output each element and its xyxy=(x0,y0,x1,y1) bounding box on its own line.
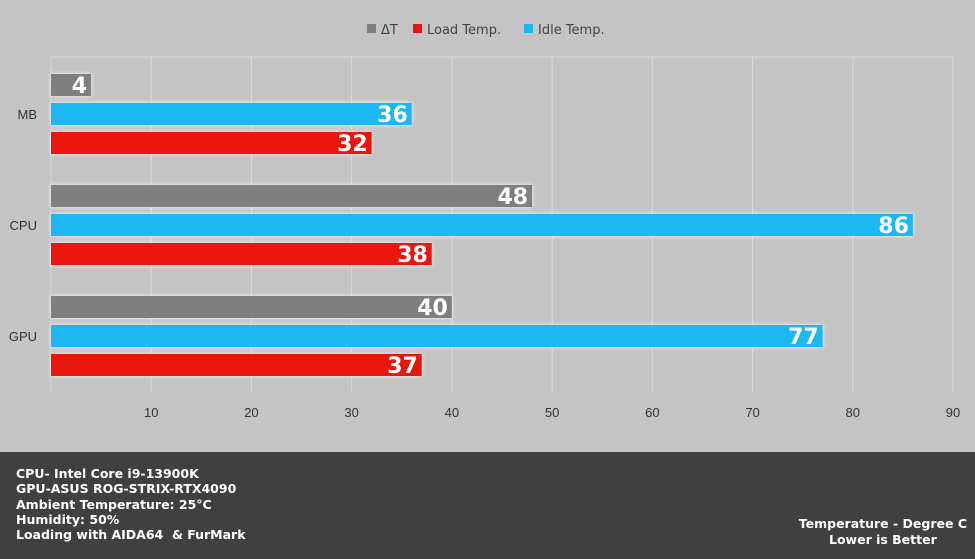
category-label-GPU: GPU xyxy=(9,329,37,344)
legend-label: Load Temp. xyxy=(427,23,501,38)
x-tick-10: 10 xyxy=(144,405,158,420)
x-tick-30: 30 xyxy=(344,405,358,420)
x-tick-40: 40 xyxy=(445,405,459,420)
bar-MB-0 xyxy=(51,74,92,96)
category-label-CPU: CPU xyxy=(10,218,37,233)
x-tick-80: 80 xyxy=(846,405,860,420)
data-label: 37 xyxy=(387,354,418,379)
bars: 4 36 32 48 86 38 40 77 37 xyxy=(51,74,913,379)
note-ambient: Ambient Temperature: 25°C xyxy=(16,496,212,512)
data-label: 36 xyxy=(377,103,408,128)
x-tick-60: 60 xyxy=(645,405,659,420)
caption-unit: Temperature - Degree C xyxy=(798,516,967,531)
bar-GPU-0 xyxy=(51,296,452,318)
bar-CPU-2 xyxy=(51,243,432,265)
test-notes: CPU- Intel Core i9-13900K GPU-ASUS ROG-S… xyxy=(16,466,246,542)
bar-GPU-1 xyxy=(51,325,823,347)
legend: ΔT Load Temp. Idle Temp. xyxy=(367,23,605,38)
bar-CPU-0 xyxy=(51,185,533,207)
legend-label: ΔT xyxy=(381,23,398,38)
data-label: 38 xyxy=(397,243,428,268)
data-label: 48 xyxy=(497,185,528,210)
bar-CPU-1 xyxy=(51,214,913,236)
note-gpu: GPU-ASUS ROG-STRIX-RTX4090 xyxy=(16,481,237,497)
data-label: 4 xyxy=(72,74,87,99)
bar-GPU-2 xyxy=(51,354,422,376)
category-label-MB: MB xyxy=(18,107,38,122)
bar-chart: ΔT Load Temp. Idle Temp. MB CPU GPU 4 36 32 48 8… xyxy=(9,23,960,420)
x-tick-90: 90 xyxy=(946,405,960,420)
legend-swatch-Load Temp. xyxy=(413,24,422,33)
x-tick-20: 20 xyxy=(244,405,258,420)
legend-swatch-Idle Temp. xyxy=(524,24,533,33)
footer-panel: CPU- Intel Core i9-13900K GPU-ASUS ROG-S… xyxy=(0,452,975,559)
note-cpu: CPU- Intel Core i9-13900K xyxy=(16,466,199,481)
data-label: 77 xyxy=(788,325,819,350)
x-tick-labels: 10 20 30 40 50 60 70 80 90 xyxy=(144,405,960,420)
caption-hint: Lower is Better xyxy=(828,532,937,547)
data-label: 40 xyxy=(417,296,448,321)
data-label: 86 xyxy=(878,214,909,239)
x-tick-50: 50 xyxy=(545,405,559,420)
legend-swatch-ΔT xyxy=(367,24,376,33)
bar-MB-1 xyxy=(51,103,412,125)
category-labels: MB CPU GPU xyxy=(9,107,37,344)
bar-MB-2 xyxy=(51,132,372,154)
legend-label: Idle Temp. xyxy=(538,23,605,38)
axis-caption: Temperature - Degree C Lower is Better xyxy=(799,516,967,548)
note-humidity: Humidity: 50% xyxy=(16,511,120,527)
x-tick-70: 70 xyxy=(745,405,759,420)
data-label: 32 xyxy=(337,132,368,157)
note-loading: Loading with AIDA64 & FurMark xyxy=(16,527,246,543)
chart-area: ΔT Load Temp. Idle Temp. MB CPU GPU 4 36 32 48 8… xyxy=(8,23,961,420)
